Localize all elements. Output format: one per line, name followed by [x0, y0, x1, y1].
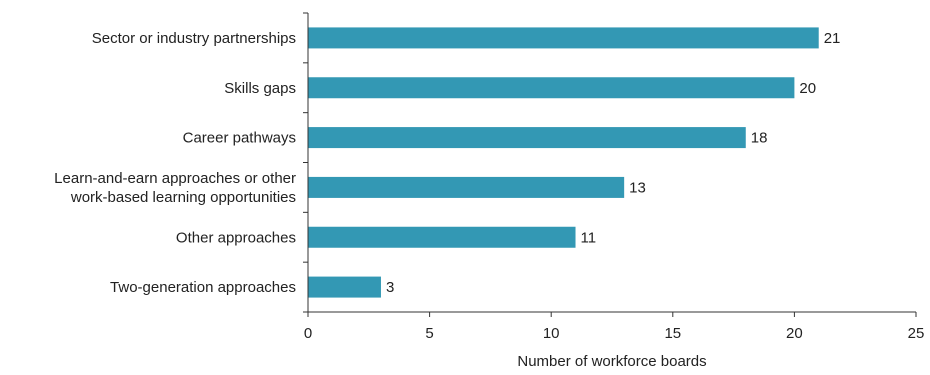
category-label-line: Two-generation approaches	[110, 279, 296, 296]
bar	[308, 77, 795, 99]
category-label-line: Learn-and-earn approaches or other	[54, 170, 296, 187]
bar	[308, 276, 381, 298]
bar	[308, 27, 819, 49]
category-label: Two-generation approaches	[110, 279, 296, 296]
category-label: Skills gaps	[224, 80, 296, 97]
x-tick-label: 0	[304, 325, 312, 342]
x-axis-title: Number of workforce boards	[517, 353, 706, 370]
value-labels: 21 20 18 13 11 3	[386, 30, 840, 296]
category-label: Career pathways	[183, 130, 296, 147]
bar	[308, 176, 625, 198]
category-label: Sector or industry partnerships	[92, 30, 296, 47]
y-axis-ticks	[303, 12, 308, 313]
x-tick-label: 25	[908, 325, 925, 342]
x-tick-label: 10	[543, 325, 560, 342]
category-label-line: Other approaches	[176, 229, 296, 246]
category-label-line: Sector or industry partnerships	[92, 30, 296, 47]
value-label: 13	[629, 179, 646, 196]
bar	[308, 127, 746, 149]
value-label: 20	[799, 80, 816, 97]
value-label: 3	[386, 279, 394, 296]
value-label: 21	[824, 30, 841, 47]
category-label: Other approaches	[176, 229, 296, 246]
x-axis-ticks: 0 5 10 15 20 25	[304, 312, 925, 342]
bars	[308, 27, 819, 298]
value-label: 11	[581, 229, 597, 246]
bar	[308, 226, 576, 248]
category-label-line: work-based learning opportunities	[70, 189, 296, 206]
category-label-line: Skills gaps	[224, 80, 296, 97]
category-label-line: Career pathways	[183, 130, 296, 147]
category-label: Learn-and-earn approaches or other work-b…	[54, 170, 296, 206]
x-tick-label: 15	[664, 325, 681, 342]
category-labels: Sector or industry partnerships Skills ga…	[54, 30, 296, 296]
x-tick-label: 20	[786, 325, 803, 342]
x-tick-label: 5	[425, 325, 433, 342]
value-label: 18	[751, 130, 768, 147]
